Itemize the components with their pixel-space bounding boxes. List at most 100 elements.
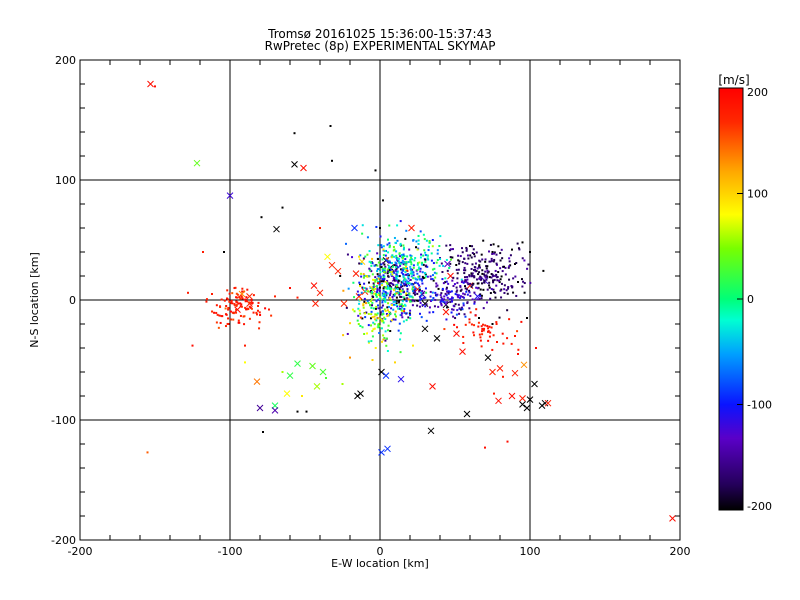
data-point-dot	[258, 321, 261, 324]
data-point-dot	[486, 269, 489, 272]
data-point-dot	[492, 334, 495, 337]
data-point-dot	[360, 291, 363, 294]
data-point-dot	[233, 287, 236, 290]
data-point-dot	[426, 265, 429, 268]
data-point-dot	[523, 282, 526, 285]
data-point-dot	[239, 305, 242, 308]
data-point-dot	[386, 257, 389, 260]
data-point-dot	[391, 265, 394, 268]
data-point-x	[384, 445, 391, 453]
data-point-dot	[499, 278, 502, 281]
data-point-dot	[342, 289, 345, 292]
data-point-dot	[399, 263, 402, 266]
data-point-dot	[377, 322, 380, 325]
data-point-dot	[229, 310, 232, 313]
data-point-dot	[444, 292, 447, 295]
data-point-dot	[439, 235, 442, 238]
data-point-x	[520, 361, 528, 369]
data-point-dot	[219, 305, 222, 308]
data-point-dot	[485, 301, 488, 304]
data-point-dot	[394, 293, 397, 296]
data-point-dot	[460, 288, 463, 291]
data-point-dot	[412, 290, 415, 293]
data-point-dot	[378, 325, 381, 328]
data-point-dot	[468, 318, 471, 321]
data-point-dot	[383, 271, 386, 274]
data-point-dot	[424, 251, 427, 254]
data-point-dot	[499, 259, 502, 262]
data-point-dot	[256, 304, 259, 307]
data-point-dot	[385, 287, 388, 290]
data-point-dot	[469, 294, 472, 297]
data-point-x	[496, 365, 504, 372]
data-point-dot	[359, 283, 362, 286]
data-point-dot	[386, 285, 389, 288]
data-point-dot	[514, 275, 517, 278]
data-point-dot	[422, 254, 425, 257]
data-point-dot	[463, 272, 466, 275]
data-point-dot	[367, 312, 370, 315]
data-point-dot	[405, 263, 408, 266]
data-point-dot	[489, 260, 492, 263]
data-point-dot	[412, 264, 415, 267]
data-point-dot	[382, 245, 385, 248]
data-point-dot	[390, 319, 393, 322]
data-point-dot	[381, 258, 384, 261]
data-point-dot	[497, 271, 500, 274]
data-point-dot	[506, 440, 509, 443]
data-point-dot	[426, 275, 429, 278]
data-point-dot	[387, 286, 390, 289]
data-point-dot	[235, 292, 238, 295]
data-point-dot	[492, 288, 495, 291]
data-point-dot	[402, 276, 405, 279]
data-point-dot	[421, 275, 424, 278]
data-point-dot	[231, 292, 234, 295]
data-point-dot	[508, 278, 511, 281]
data-point-dot	[473, 276, 476, 279]
data-point-dot	[458, 307, 461, 310]
data-point-dot	[241, 297, 244, 300]
data-point-dot	[357, 307, 360, 310]
data-point-dot	[405, 294, 408, 297]
data-point-dot	[451, 299, 454, 302]
data-point-dot	[486, 288, 489, 291]
x-tick-label: 100	[520, 545, 541, 558]
data-point-dot	[509, 254, 512, 257]
data-point-dot	[375, 305, 378, 308]
data-point-x	[511, 369, 519, 377]
data-point-dot	[382, 287, 385, 290]
data-point-dot	[488, 281, 491, 284]
data-point-dot	[418, 261, 421, 264]
data-point-x	[538, 402, 546, 409]
data-point-dot	[414, 291, 417, 294]
data-point-dot	[388, 286, 391, 289]
data-point-dot	[529, 251, 531, 253]
data-point-dot	[428, 240, 431, 243]
data-point-dot	[426, 254, 429, 257]
data-point-dot	[507, 287, 510, 290]
data-point-dot	[376, 280, 379, 283]
data-point-dot	[485, 267, 488, 270]
data-point-dot	[495, 263, 498, 266]
x-tick-label: -200	[68, 545, 93, 558]
data-point-dot	[377, 293, 380, 296]
data-point-dot	[435, 282, 438, 285]
data-point-dot	[451, 248, 454, 251]
data-point-dot	[500, 275, 503, 278]
data-point-dot	[367, 341, 370, 344]
data-point-dot	[398, 293, 401, 296]
data-point-dot	[409, 254, 412, 257]
data-point-dot	[409, 278, 412, 281]
data-point-dot	[482, 239, 485, 242]
data-point-dot	[230, 299, 233, 302]
data-point-dot	[374, 279, 377, 282]
data-point-dot	[380, 244, 383, 247]
data-point-dot	[367, 324, 370, 327]
data-point-dot	[431, 299, 434, 302]
data-point-dot	[392, 249, 395, 252]
data-point-dot	[258, 311, 261, 314]
data-point-dot	[381, 294, 384, 297]
data-point-dot	[420, 291, 423, 294]
data-point-dot	[232, 312, 235, 315]
data-point-dot	[441, 298, 444, 301]
